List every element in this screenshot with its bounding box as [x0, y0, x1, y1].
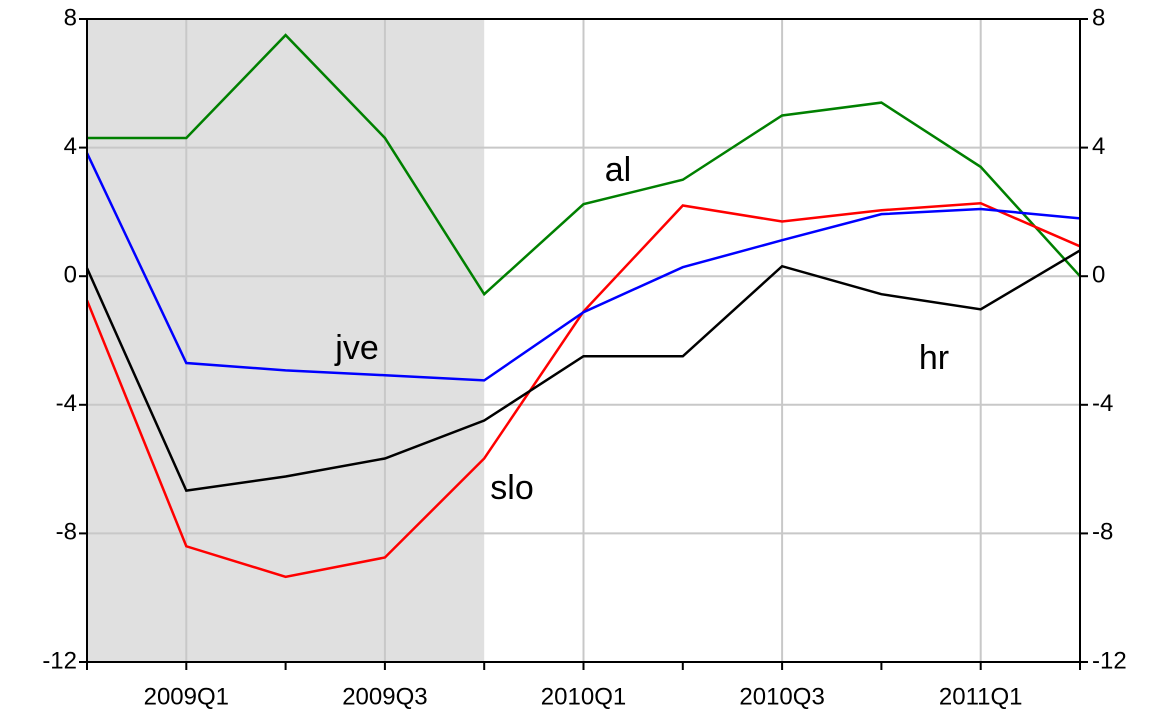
y-tick-label: 4 [64, 133, 77, 160]
series-label: hr [919, 339, 949, 377]
x-tick-label: 2011Q1 [939, 683, 1023, 710]
series-line [85, 249, 1081, 493]
y2-tick-label: 0 [1092, 262, 1105, 289]
shaded-region [87, 19, 485, 662]
y-tick-label: 8 [64, 4, 77, 31]
y-tick-label: -8 [56, 519, 77, 546]
y2-tick-label: -8 [1092, 519, 1113, 546]
y-tick-label: -12 [42, 647, 77, 674]
y-tick-label: 0 [64, 262, 77, 289]
y2-tick-label: -4 [1092, 390, 1113, 417]
series-label: al [605, 151, 631, 189]
series-line [87, 33, 1081, 297]
x-tick-label: 2010Q3 [739, 683, 824, 710]
series-line [85, 152, 1081, 382]
series-label: jve [334, 329, 378, 367]
x-tick-label: 2010Q1 [541, 683, 626, 710]
y2-tick-label: 4 [1092, 133, 1105, 160]
plot-frame [86, 18, 1081, 663]
y-tick-label: -4 [56, 390, 77, 417]
x-tick-label: 2009Q1 [144, 683, 229, 710]
y2-tick-label: -12 [1092, 647, 1127, 674]
series-label: slo [490, 469, 533, 507]
x-tick-label: 2009Q3 [342, 683, 427, 710]
y2-tick-label: 8 [1092, 4, 1105, 31]
